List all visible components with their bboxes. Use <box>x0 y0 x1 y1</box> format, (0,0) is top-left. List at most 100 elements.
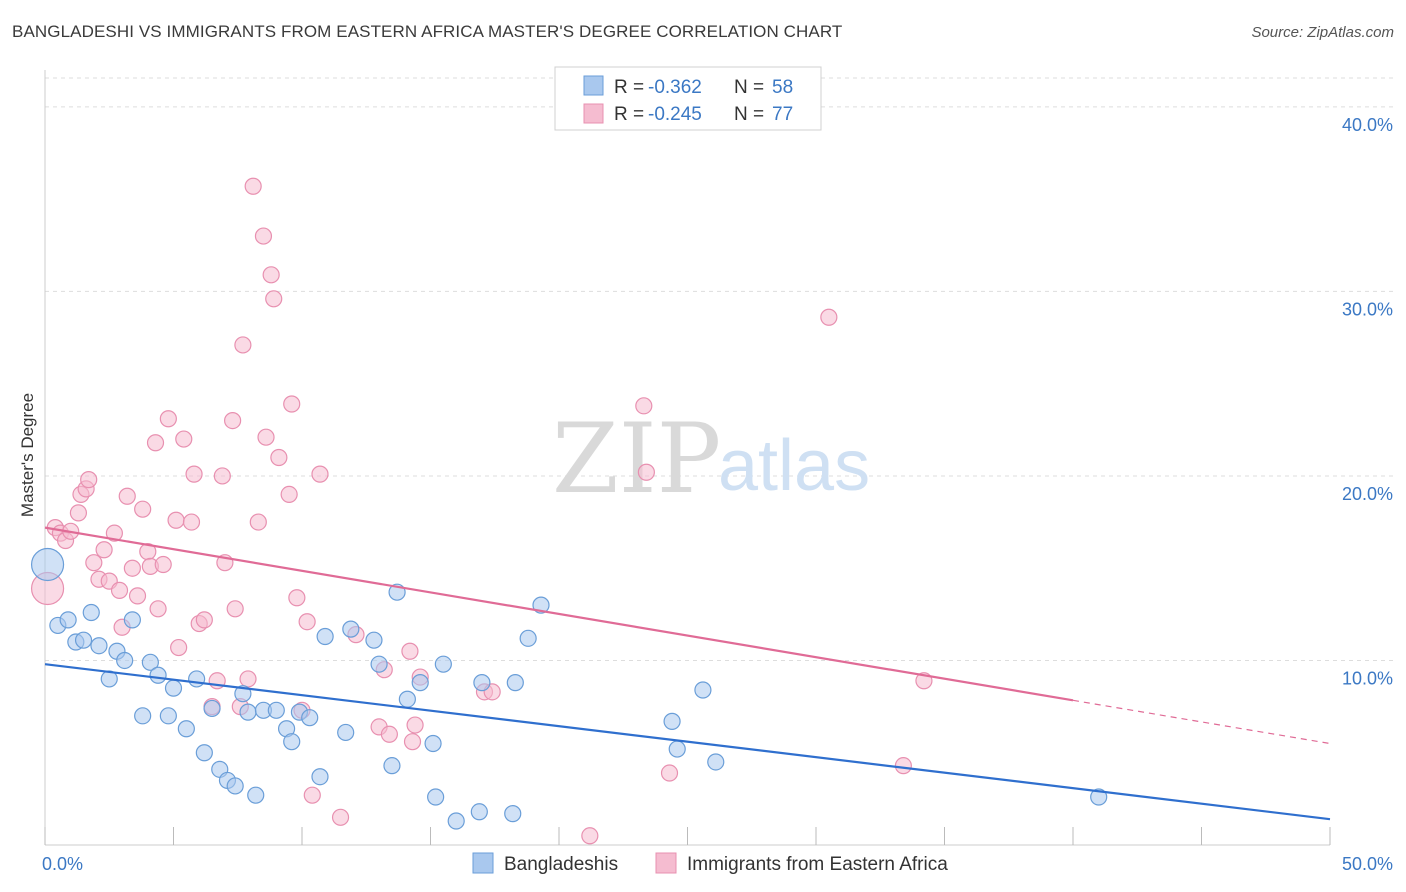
x-tick-label-max: 50.0% <box>1342 854 1393 874</box>
y-axis-label: Master's Degree <box>18 393 37 517</box>
series-legend: Bangladeshis Immigrants from Eastern Afr… <box>472 852 948 875</box>
point-eastern-africa-23 <box>149 600 167 618</box>
chart-title: BANGLADESHI VS IMMIGRANTS FROM EASTERN A… <box>12 22 843 41</box>
point-bangladeshi-40 <box>398 690 416 708</box>
point-eastern-africa-50 <box>283 395 301 413</box>
point-bangladeshi-0 <box>30 547 65 582</box>
point-bangladeshi-34 <box>337 723 355 742</box>
point-bangladeshi-29 <box>283 733 301 751</box>
point-eastern-africa-29 <box>182 513 201 531</box>
point-bangladeshi-42 <box>424 734 442 753</box>
point-bangladeshi-44 <box>434 655 452 673</box>
legend-n-value-2: 77 <box>772 104 793 125</box>
stats-legend: R = -0.362 N = 58 R = -0.245 N = 77 <box>554 66 822 131</box>
point-eastern-africa-32 <box>195 611 213 629</box>
axes <box>44 70 1331 846</box>
y-tick-labels: 10.0% 20.0% 30.0% 40.0% <box>1342 115 1393 689</box>
point-eastern-africa-8 <box>80 471 98 489</box>
legend-n-label-2: N = <box>734 104 764 125</box>
watermark: ZIP atlas <box>552 403 870 515</box>
point-eastern-africa-47 <box>265 290 283 308</box>
point-eastern-africa-45 <box>257 428 275 446</box>
point-eastern-africa-67 <box>581 827 599 845</box>
point-bangladeshi-18 <box>195 744 213 762</box>
point-bangladeshi-15 <box>164 679 183 697</box>
point-eastern-africa-53 <box>298 613 316 631</box>
point-bangladeshi-32 <box>311 768 329 786</box>
point-eastern-africa-14 <box>110 581 129 599</box>
series-legend-swatch-pink <box>655 852 677 874</box>
y-tick-label-2: 30.0% <box>1342 299 1393 319</box>
legend-r-value-1: -0.362 <box>648 77 702 98</box>
legend-swatch-pink <box>583 103 604 124</box>
point-bangladeshi-10 <box>123 611 141 629</box>
point-bangladeshi-41 <box>411 674 429 692</box>
point-bangladeshi-24 <box>239 703 257 721</box>
point-bangladeshi-48 <box>504 805 522 823</box>
point-eastern-africa-70 <box>660 764 679 782</box>
point-eastern-africa-35 <box>213 467 231 485</box>
point-bangladeshi-27 <box>267 701 285 719</box>
point-bangladeshi-12 <box>141 653 159 671</box>
point-bangladeshi-56 <box>1090 788 1108 806</box>
legend-r-label-1: R = <box>614 77 644 98</box>
point-eastern-africa-9 <box>85 554 103 572</box>
point-bangladeshi-5 <box>82 603 100 622</box>
point-eastern-africa-61 <box>401 642 419 660</box>
point-eastern-africa-16 <box>118 487 136 505</box>
point-eastern-africa-44 <box>254 227 273 245</box>
point-eastern-africa-43 <box>249 513 267 531</box>
trend-line-1 <box>44 526 1074 702</box>
point-bangladeshi-31 <box>301 709 319 727</box>
point-bangladeshi-9 <box>116 651 134 670</box>
x-tick-label-min: 0.0% <box>42 854 83 874</box>
point-bangladeshi-33 <box>316 627 334 646</box>
point-bangladeshi-2 <box>59 611 77 629</box>
point-bangladeshi-49 <box>506 674 524 692</box>
point-eastern-africa-11 <box>95 541 113 559</box>
point-bangladeshi-38 <box>383 757 401 775</box>
point-bangladeshi-47 <box>473 674 491 692</box>
point-bangladeshi-14 <box>159 707 177 725</box>
point-bangladeshi-16 <box>177 720 195 738</box>
legend-r-label-2: R = <box>614 104 644 125</box>
point-bangladeshi-22 <box>226 777 244 795</box>
source-credit: Source: ZipAtlas.com <box>1251 24 1394 41</box>
point-eastern-africa-24 <box>154 555 172 574</box>
point-bangladeshi-35 <box>342 620 360 638</box>
point-bangladeshi-50 <box>519 629 537 647</box>
point-eastern-africa-28 <box>175 430 193 448</box>
point-eastern-africa-13 <box>105 524 123 542</box>
point-bangladeshi-54 <box>694 681 712 699</box>
watermark-zip: ZIP <box>552 403 721 515</box>
point-eastern-africa-72 <box>894 757 912 775</box>
gridlines <box>45 77 1395 661</box>
point-eastern-africa-55 <box>311 465 329 483</box>
point-eastern-africa-60 <box>380 725 398 743</box>
point-eastern-africa-5 <box>69 504 88 522</box>
point-bangladeshi-6 <box>90 637 108 655</box>
point-eastern-africa-56 <box>331 808 350 826</box>
point-bangladeshi-23 <box>234 685 252 703</box>
watermark-atlas: atlas <box>718 426 870 506</box>
point-bangladeshi-25 <box>247 786 265 804</box>
point-eastern-africa-30 <box>185 465 203 483</box>
y-tick-label-0: 10.0% <box>1342 668 1393 688</box>
point-eastern-africa-41 <box>239 670 257 688</box>
series-legend-label-1: Bangladeshis <box>504 854 618 875</box>
point-bangladeshi-55 <box>707 753 725 771</box>
point-bangladeshi-51 <box>532 596 550 614</box>
point-eastern-africa-71 <box>820 308 838 326</box>
point-eastern-africa-19 <box>134 500 152 518</box>
point-bangladeshi-37 <box>370 655 388 673</box>
point-eastern-africa-26 <box>167 511 185 529</box>
y-tick-label-3: 40.0% <box>1342 115 1393 135</box>
point-eastern-africa-22 <box>146 434 165 452</box>
point-eastern-africa-42 <box>244 177 262 195</box>
legend-n-label-1: N = <box>734 77 764 98</box>
trend-lines <box>44 526 1331 821</box>
legend-swatch-blue <box>583 75 604 96</box>
trend-line-0 <box>44 663 1331 821</box>
point-bangladeshi-17 <box>188 670 206 688</box>
legend-n-value-1: 58 <box>772 77 793 98</box>
